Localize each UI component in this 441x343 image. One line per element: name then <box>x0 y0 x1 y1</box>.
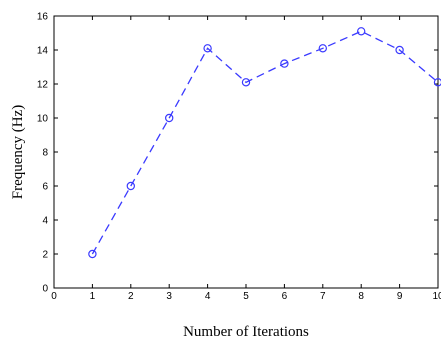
plot-area <box>53 15 439 289</box>
data-point-marker <box>126 181 136 191</box>
x-tick-label: 8 <box>358 291 364 302</box>
y-tick-label: 2 <box>42 250 48 261</box>
x-tick-label: 7 <box>320 291 326 302</box>
y-tick-label: 8 <box>42 148 48 159</box>
y-tick-label: 16 <box>37 12 49 23</box>
y-tick-label: 14 <box>37 46 49 57</box>
x-tick-label: 3 <box>166 291 172 302</box>
x-axis-label: Number of Iterations <box>183 324 309 340</box>
data-point-marker <box>88 249 97 259</box>
series-markers <box>88 27 441 259</box>
data-point-marker <box>164 113 174 123</box>
x-axis-ticks: 0 1 2 3 4 5 6 7 8 9 10 <box>51 16 441 302</box>
series-line <box>91 30 439 255</box>
y-tick-label: 0 <box>42 284 48 295</box>
x-tick-label: 9 <box>397 291 403 302</box>
data-point-marker <box>280 59 289 68</box>
x-tick-label: 1 <box>90 291 96 302</box>
data-point-marker <box>395 45 404 55</box>
y-axis-label: Frequency (Hz) <box>10 105 26 200</box>
x-tick-label: 6 <box>282 291 288 302</box>
x-tick-label: 5 <box>243 291 249 302</box>
data-point-marker <box>203 44 212 53</box>
x-tick-label: 10 <box>432 291 441 302</box>
x-tick-label: 0 <box>51 291 57 302</box>
data-point-marker <box>318 44 327 53</box>
data-point-marker <box>241 78 251 87</box>
y-axis-ticks: 0 2 4 6 8 10 12 14 16 <box>37 12 438 295</box>
data-point-marker <box>357 27 366 36</box>
y-tick-label: 12 <box>37 80 49 91</box>
x-tick-label: 4 <box>205 291 211 302</box>
y-tick-label: 4 <box>42 216 48 227</box>
data-point-marker <box>433 78 441 87</box>
y-tick-label: 6 <box>42 182 48 193</box>
y-tick-label: 10 <box>37 114 49 125</box>
x-tick-label: 2 <box>128 291 134 302</box>
